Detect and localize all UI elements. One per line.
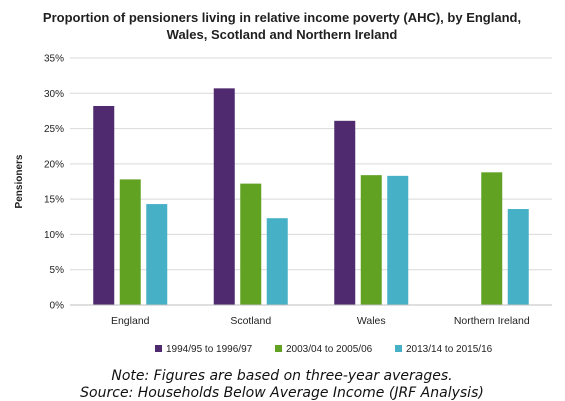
y-tick-label: 15% <box>44 195 64 206</box>
bar <box>146 204 168 305</box>
x-axis-categories: England Scotland Wales Northern Ireland <box>111 315 530 327</box>
note-text: Note: Figures are based on three-year av… <box>111 368 452 384</box>
y-tick-label: 30% <box>44 89 64 100</box>
legend: 1994/95 to 1996/97 2003/04 to 2005/06 2013… <box>155 344 493 355</box>
y-tick-label: 35% <box>44 54 64 65</box>
bars <box>93 88 529 306</box>
chart-title-line-2: Wales, Scotland and Northern Ireland <box>167 27 398 42</box>
x-category-label: Scotland <box>230 315 271 327</box>
legend-label: 2003/04 to 2005/06 <box>286 344 373 355</box>
bar <box>119 179 141 305</box>
chart-title: Proportion of pensioners living in relat… <box>43 10 521 42</box>
y-tick-label: 10% <box>44 230 64 241</box>
legend-swatch <box>395 345 402 352</box>
bar <box>481 172 503 305</box>
y-tick-label: 25% <box>44 124 64 135</box>
y-axis-title: Pensioners <box>14 154 25 208</box>
x-category-label: Wales <box>357 315 386 327</box>
y-axis-ticks: 0% 5% 10% 15% 20% 25% 30% 35% <box>44 54 64 312</box>
legend-swatch <box>155 345 162 352</box>
bar <box>213 88 235 306</box>
bar <box>334 120 356 306</box>
y-tick-label: 20% <box>44 159 64 170</box>
bar <box>507 209 529 305</box>
y-tick-label: 5% <box>50 265 65 276</box>
gridlines <box>70 57 552 271</box>
bar <box>93 105 115 305</box>
bar <box>360 175 382 305</box>
legend-swatch <box>275 345 282 352</box>
bar <box>240 183 262 305</box>
legend-label: 2013/14 to 2015/16 <box>406 344 493 355</box>
bar <box>387 175 409 305</box>
legend-label: 1994/95 to 1996/97 <box>166 344 253 355</box>
x-category-label: England <box>111 315 150 327</box>
y-tick-label: 0% <box>50 301 65 312</box>
bar <box>266 218 288 305</box>
source-text: Source: Households Below Average Income … <box>80 385 484 401</box>
footnotes: Note: Figures are based on three-year av… <box>80 368 484 401</box>
x-category-label: Northern Ireland <box>454 315 530 327</box>
chart-title-line-1: Proportion of pensioners living in relat… <box>43 10 521 25</box>
